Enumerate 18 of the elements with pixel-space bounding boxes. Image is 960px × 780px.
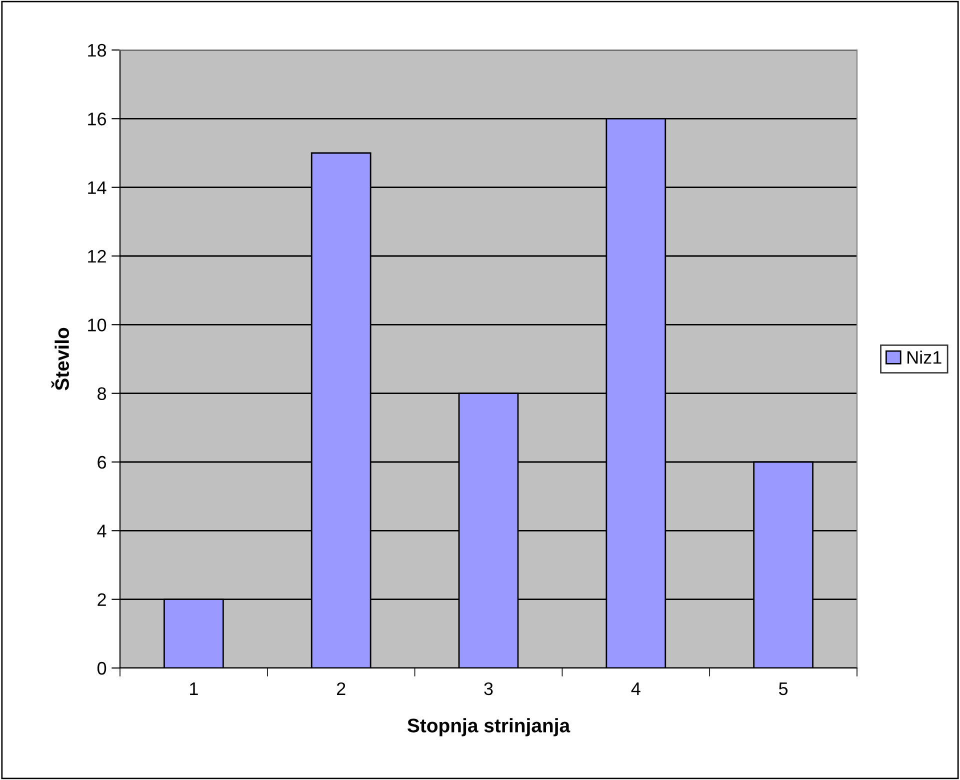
y-axis-title: Število bbox=[51, 328, 69, 390]
x-axis-title: Stopnja strinjanja bbox=[407, 718, 570, 736]
x-tick-label: 4 bbox=[631, 682, 640, 695]
x-tick-label: 1 bbox=[190, 682, 198, 695]
y-tick-label: 18 bbox=[88, 44, 106, 57]
y-tick-label: 12 bbox=[88, 250, 106, 263]
x-tick-label: 3 bbox=[484, 682, 493, 696]
y-tick-label: 0 bbox=[97, 662, 106, 675]
y-tick-label: 14 bbox=[88, 181, 106, 194]
y-tick-label: 10 bbox=[88, 318, 106, 332]
y-tick-label: 6 bbox=[98, 456, 106, 469]
x-tick-label: 5 bbox=[779, 682, 788, 696]
y-tick-label: 4 bbox=[97, 524, 106, 538]
x-tick-label: 2 bbox=[336, 682, 346, 695]
y-tick-label: 2 bbox=[98, 593, 106, 606]
legend-label: Niz1 bbox=[908, 350, 942, 364]
y-tick-label: 16 bbox=[88, 112, 106, 126]
y-tick-label: 8 bbox=[98, 387, 106, 400]
